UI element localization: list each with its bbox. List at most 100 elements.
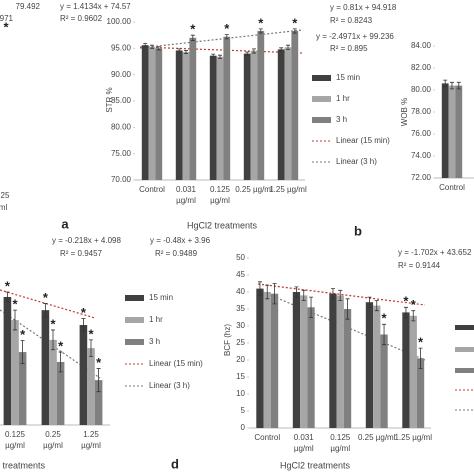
trend-equation: 79.492: [16, 2, 41, 11]
bar: [3, 296, 12, 425]
y-tick-label: 78.00: [411, 107, 432, 116]
bar: [380, 334, 388, 428]
error-bar: [301, 289, 306, 301]
trend-line: [139, 46, 303, 54]
legend-label: Linear (3 h): [336, 157, 377, 166]
x-tick-label: 0.125: [5, 430, 26, 439]
x-tick-label: µg/ml: [210, 196, 230, 205]
bar: [79, 325, 88, 425]
bar: [148, 46, 156, 181]
significance-marker: *: [58, 339, 64, 354]
y-tick-label: 35: [236, 304, 245, 313]
y-tick-label: 15: [236, 372, 245, 381]
significance-marker: *: [224, 21, 230, 36]
y-axis-title: STR %: [105, 87, 114, 112]
trend-equation: y = -1.702x + 43.652: [398, 248, 472, 257]
error-bar: [338, 289, 343, 301]
y-tick-label: 50: [236, 253, 245, 262]
legend-label: Linear (15 min): [336, 136, 390, 145]
bar: [216, 56, 224, 181]
y-tick-label: 5: [241, 406, 246, 415]
error-bar: [81, 318, 86, 333]
x-tick-label: µg/ml: [294, 444, 314, 453]
error-bar: [272, 283, 277, 305]
trend-equation: R² = 0.895: [330, 44, 368, 53]
error-bar: [292, 28, 297, 34]
significance-marker: *: [5, 278, 11, 293]
trend-equation: R² = 0.9602: [60, 14, 103, 23]
error-bar: [156, 46, 161, 51]
trend-equation: y = 1.4134x + 74.57: [60, 2, 131, 11]
legend-label: 3 h: [336, 115, 347, 124]
error-bar: [218, 54, 222, 59]
bar: [11, 320, 19, 425]
bar: [277, 49, 285, 181]
trend-equation: y = -0.48x + 3.96: [150, 236, 211, 245]
bar: [256, 288, 264, 428]
trend-equation: y = 0.81x + 94.918: [330, 3, 397, 12]
y-tick-label: 45: [236, 270, 245, 279]
trend-line: [0, 289, 96, 319]
x-axis-title: HgCl2 treatments: [280, 460, 351, 470]
y-axis-title: BCF (hz): [223, 324, 232, 356]
bar: [223, 36, 231, 180]
legend-swatch: [455, 325, 474, 330]
error-bar: [89, 339, 93, 357]
significance-marker: *: [411, 297, 417, 312]
y-tick-label: 72.00: [411, 173, 432, 182]
error-bar: [43, 303, 48, 318]
legend-label: 3 h: [149, 337, 160, 346]
significance-marker: *: [258, 15, 264, 30]
y-tick-label: 74.00: [411, 151, 432, 160]
y-tick-label: 85.00: [111, 96, 132, 105]
y-tick-label: 95.00: [111, 43, 132, 52]
bar: [441, 83, 449, 178]
bar: [329, 293, 337, 428]
significance-marker: *: [88, 326, 94, 341]
y-tick-label: 90.00: [111, 70, 132, 79]
error-bar: [190, 34, 195, 41]
bar: [284, 47, 292, 180]
error-bar: [20, 340, 25, 365]
legend-label: 15 min: [149, 293, 173, 302]
bar: [300, 295, 308, 428]
x-tick-label: 0.125: [330, 433, 351, 442]
significance-marker: *: [43, 290, 49, 305]
x-tick-label: µg/ml: [81, 441, 101, 450]
bar: [243, 53, 251, 180]
significance-marker: *: [292, 15, 298, 30]
fragment-text: 25: [1, 191, 10, 200]
x-tick-label: 1.25: [83, 430, 99, 439]
error-bar: [456, 81, 461, 90]
error-bar: [411, 310, 416, 322]
x-tick-label: Control: [139, 185, 165, 194]
error-bar: [309, 296, 314, 318]
significance-marker: *: [12, 297, 18, 312]
bar: [416, 358, 425, 428]
error-bar: [224, 34, 229, 40]
panel-label: a: [61, 216, 69, 231]
y-tick-label: 20: [236, 355, 245, 364]
significance-marker: *: [190, 22, 196, 37]
legend-swatch: [312, 96, 331, 102]
x-tick-label: µg/ml: [330, 444, 350, 453]
legend-label: 15 min: [336, 73, 360, 82]
error-bar: [258, 28, 263, 34]
error-bar: [5, 291, 10, 303]
significance-marker: *: [50, 316, 56, 331]
x-axis-title: HgCl2 treatments: [0, 460, 45, 470]
error-bar: [252, 48, 256, 54]
bar: [209, 55, 217, 180]
x-tick-label: 1.25 µg/ml: [269, 185, 307, 194]
x-tick-label: µg/ml: [5, 441, 25, 450]
error-bar: [150, 44, 154, 49]
error-bar: [374, 300, 379, 312]
error-bar: [450, 81, 454, 90]
x-tick-label: 0.25 µg/ml: [235, 185, 273, 194]
bar: [455, 85, 463, 178]
significance-marker: *: [403, 294, 409, 309]
y-tick-label: 75.00: [111, 149, 132, 158]
bar: [373, 305, 381, 428]
legend-swatch: [312, 75, 331, 81]
